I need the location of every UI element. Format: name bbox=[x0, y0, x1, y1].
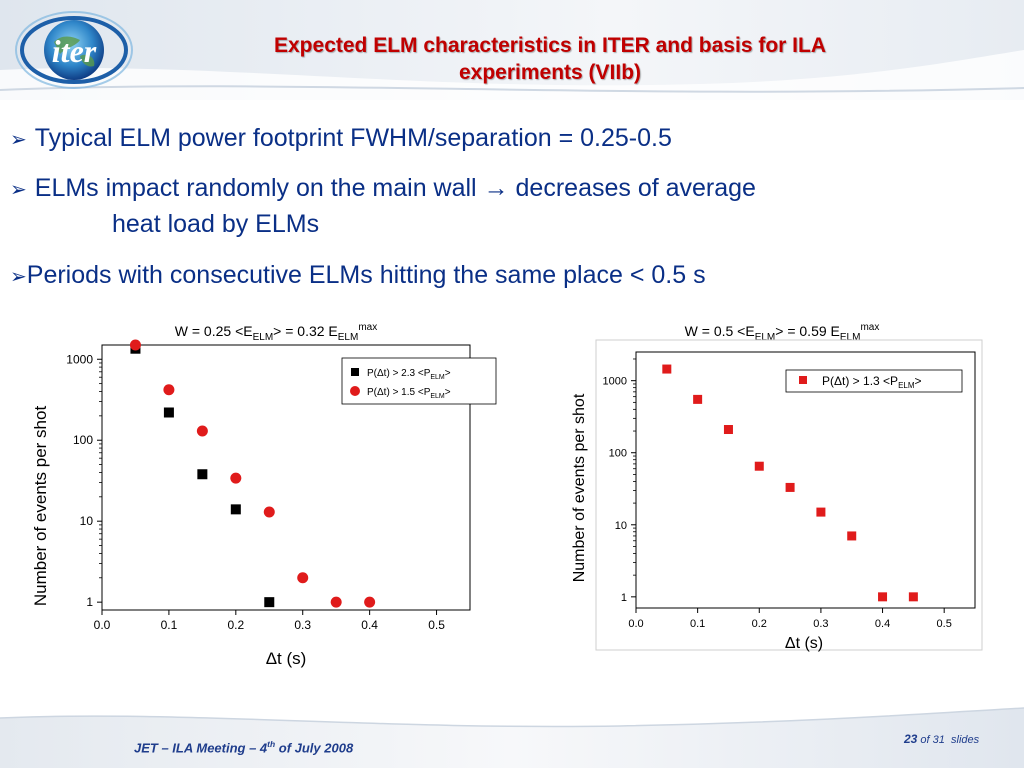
chart-left-series-0-point bbox=[264, 597, 275, 608]
chart-left-series-0-point bbox=[230, 504, 241, 515]
bullet-1-text: Typical ELM power footprint FWHM/separat… bbox=[34, 124, 672, 152]
chart-left-marks bbox=[129, 339, 376, 608]
chart-left-legend-label-1: P(Δt) > 1.5 <PELM> bbox=[367, 387, 451, 400]
chart-left-series-1-point bbox=[263, 506, 275, 518]
chart-right-series-0-point bbox=[662, 364, 672, 374]
chart-right-xtick-label: 0.5 bbox=[937, 618, 952, 630]
footer-meeting-text: JET – ILA Meeting – 4 bbox=[134, 740, 268, 756]
chart-left-ytick-label: 100 bbox=[73, 433, 93, 447]
chart-left-series-1-point bbox=[330, 596, 342, 608]
chart-left-ylabel: Number of events per shot bbox=[31, 406, 50, 607]
chart-left-series-1-point bbox=[196, 425, 208, 437]
chart-left-series-1-point bbox=[163, 384, 175, 396]
bullet-3: ➢Periods with consecutive ELMs hitting t… bbox=[10, 258, 706, 294]
chart-right: W = 0.5 <EELM> = 0.59 EELMmax 0.0 0.1 0.2 0… bbox=[571, 322, 983, 652]
bullet-arrow-icon: ➢ bbox=[10, 266, 27, 288]
chart-right-series-0-point bbox=[693, 394, 703, 404]
slide-title: Expected ELM characteristics in ITER and… bbox=[150, 32, 950, 86]
chart-left-ytick-label: 10 bbox=[80, 514, 94, 528]
chart-left-xtick-label: 0.1 bbox=[161, 618, 178, 632]
chart-right-legend bbox=[785, 369, 963, 393]
slide-number: 23 bbox=[904, 732, 918, 746]
chart-left-xlabel: Δt (s) bbox=[266, 649, 307, 668]
chart-right-series-0-point bbox=[723, 425, 733, 435]
footer-meeting-date: of July 2008 bbox=[275, 740, 354, 756]
chart-right-legend-marker-0 bbox=[799, 376, 807, 384]
footer-meeting-sup: th bbox=[267, 739, 276, 749]
chart-left-legend-label-0: P(Δt) > 2.3 <PELM> bbox=[367, 368, 451, 381]
chart-left-xtick-label: 0.2 bbox=[227, 618, 244, 632]
chart-left-legend-marker-1 bbox=[350, 386, 360, 396]
bullet-2: ➢ ELMs impact randomly on the main wall →… bbox=[10, 171, 756, 241]
title-line-1: Expected ELM characteristics in ITER and… bbox=[274, 34, 826, 57]
chart-right-title: W = 0.5 <EELM> = 0.59 EELMmax bbox=[685, 322, 880, 343]
chart-left-series-0-point bbox=[197, 469, 208, 480]
chart-right-series-0-point bbox=[878, 592, 888, 602]
chart-left-xtick-label: 0.4 bbox=[361, 618, 378, 632]
chart-left-series-0-point bbox=[163, 407, 174, 418]
chart-right-marks bbox=[662, 364, 918, 602]
chart-right-legend-label-0: P(Δt) > 1.3 <PELM> bbox=[822, 374, 922, 390]
chart-right-xlabel: Δt (s) bbox=[785, 635, 823, 652]
chart-right-xtick-label: 0.4 bbox=[875, 618, 890, 630]
chart-right-series-0-point bbox=[847, 531, 857, 541]
chart-left-legend bbox=[341, 357, 497, 405]
slide-total: of 31 bbox=[917, 734, 945, 746]
chart-left-series-1-point bbox=[230, 472, 242, 484]
bullet-arrow-icon: ➢ bbox=[10, 129, 27, 151]
chart-right-xtick-label: 0.1 bbox=[690, 618, 705, 630]
chart-right-xtick-label: 0.0 bbox=[628, 618, 643, 630]
chart-left-series-1-point bbox=[129, 339, 141, 351]
chart-right-xtick-label: 0.3 bbox=[813, 618, 828, 630]
title-line-2: experiments (VIIb) bbox=[458, 61, 642, 84]
chart-right-ylabel: Number of events per shot bbox=[571, 393, 588, 582]
chart-right-series-0-point bbox=[908, 592, 918, 602]
logo-text: iter bbox=[52, 33, 97, 69]
chart-right-series-0-point bbox=[816, 507, 826, 517]
chart-left-series-1-point bbox=[364, 596, 376, 608]
chart-left-ytick-label: 1 bbox=[86, 595, 93, 609]
bullet-arrow-icon: ➢ bbox=[10, 179, 27, 201]
chart-right-plot-area bbox=[635, 351, 976, 609]
right-arrow-icon: → bbox=[483, 174, 509, 202]
chart-right-ytick-label: 1000 bbox=[603, 376, 627, 388]
chart-left: W = 0.25 <EELM> = 0.32 EELMmax 0.0 0.1 0.2… bbox=[31, 322, 497, 668]
bullet-2-continuation: heat load by ELMs bbox=[112, 210, 320, 238]
bullet-1: ➢ Typical ELM power footprint FWHM/separa… bbox=[10, 121, 672, 157]
footer-band bbox=[0, 707, 1024, 768]
chart-left-series-1-point bbox=[297, 572, 309, 584]
chart-right-ytick-label: 10 bbox=[615, 520, 627, 532]
chart-right-ticks: 0.0 0.1 0.2 0.3 0.4 0.5 1 10 100 1000 bbox=[603, 358, 952, 630]
footer-slide-counter: 23 of 31 slides bbox=[904, 732, 979, 746]
chart-right-frame bbox=[595, 339, 983, 651]
bullet-2-text-after: decreases of average bbox=[515, 174, 756, 202]
chart-left-ytick-label: 1000 bbox=[66, 352, 93, 366]
chart-right-series-0-point bbox=[785, 482, 795, 492]
iter-logo: iter bbox=[15, 11, 133, 89]
footer-meeting: JET – ILA Meeting – 4th of July 2008 bbox=[134, 739, 353, 755]
chart-right-ytick-label: 1 bbox=[621, 592, 627, 604]
chart-left-xtick-label: 0.0 bbox=[94, 618, 111, 632]
chart-left-legend-marker-0 bbox=[351, 368, 359, 376]
bullet-3-text: Periods with consecutive ELMs hitting th… bbox=[26, 261, 706, 289]
chart-right-xtick-label: 0.2 bbox=[752, 618, 767, 630]
chart-left-xtick-label: 0.5 bbox=[428, 618, 445, 632]
chart-left-ticks: 0.0 0.1 0.2 0.3 0.4 0.5 1 10 100 1000 bbox=[66, 352, 445, 632]
header-band bbox=[0, 0, 1024, 100]
chart-right-series-0-point bbox=[754, 461, 764, 471]
chart-left-title: W = 0.25 <EELM> = 0.32 EELMmax bbox=[175, 322, 377, 343]
chart-right-ytick-label: 100 bbox=[609, 448, 627, 460]
slide-word: slides bbox=[944, 734, 980, 746]
bullet-2-text-before: ELMs impact randomly on the main wall bbox=[34, 174, 477, 202]
chart-left-xtick-label: 0.3 bbox=[294, 618, 311, 632]
